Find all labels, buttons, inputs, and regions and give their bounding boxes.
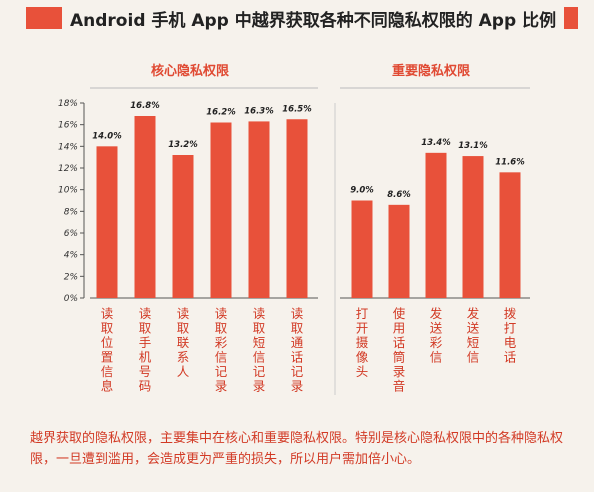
category-label: 读	[139, 306, 152, 321]
category-label: 系	[177, 350, 190, 365]
data-label: 13.2%	[168, 140, 198, 150]
y-tick-label: 0%	[64, 294, 78, 304]
y-tick-label: 8%	[64, 207, 78, 217]
title-decoration-right	[564, 7, 578, 29]
category-label: 短	[253, 335, 266, 350]
category-label: 位	[101, 335, 114, 350]
data-label: 11.6%	[495, 157, 525, 167]
category-label: 拨	[504, 306, 517, 321]
y-tick-label: 2%	[64, 272, 78, 282]
data-label: 13.4%	[421, 138, 451, 148]
category-label: 取	[253, 321, 266, 336]
bar	[172, 155, 194, 298]
category-label: 置	[101, 350, 114, 365]
category-label: 短	[467, 335, 480, 350]
bar	[134, 116, 156, 298]
category-label: 信	[430, 350, 443, 365]
category-label: 读	[253, 306, 266, 321]
bar	[462, 156, 484, 298]
category-label: 记	[253, 364, 266, 379]
bar	[286, 119, 308, 298]
y-tick-label: 6%	[64, 229, 78, 239]
category-label: 取	[139, 321, 152, 336]
category-label: 读	[215, 306, 228, 321]
category-label: 读	[101, 306, 114, 321]
bar	[210, 122, 232, 298]
category-label: 记	[291, 364, 304, 379]
category-label: 信	[215, 350, 228, 365]
bar	[388, 204, 410, 298]
category-label: 发	[430, 306, 443, 321]
bar	[96, 146, 118, 298]
category-label: 录	[291, 379, 304, 394]
category-label: 读	[291, 306, 304, 321]
category-label: 打	[356, 306, 369, 321]
chart-title: Android 手机 App 中越界获取各种不同隐私权限的 App 比例	[70, 10, 557, 31]
category-label: 话	[393, 335, 406, 350]
y-tick-label: 18%	[58, 99, 78, 109]
data-label: 14.0%	[92, 131, 122, 141]
data-label: 9.0%	[350, 186, 374, 196]
category-label: 发	[467, 306, 480, 321]
category-label: 使	[393, 306, 406, 321]
category-label: 信	[467, 350, 480, 365]
category-label: 通	[291, 335, 304, 350]
title-decoration-left	[26, 7, 62, 29]
category-label: 号	[139, 364, 152, 379]
category-label: 录	[253, 379, 266, 394]
category-label: 录	[393, 364, 406, 379]
bar	[425, 152, 447, 298]
category-label: 用	[393, 321, 406, 336]
y-tick-label: 12%	[58, 164, 78, 174]
category-label: 开	[356, 321, 369, 336]
category-label: 打	[504, 321, 517, 336]
category-label: 取	[291, 321, 304, 336]
category-label: 读	[177, 306, 190, 321]
category-label: 彩	[215, 335, 228, 350]
data-label: 16.8%	[130, 101, 160, 111]
category-label: 取	[215, 321, 228, 336]
data-label: 13.1%	[458, 141, 488, 151]
category-label: 码	[139, 379, 152, 394]
category-label: 手	[139, 335, 152, 350]
bar	[248, 121, 270, 299]
group-title: 重要隐私权限	[392, 63, 471, 79]
group-title: 核心隐私权限	[151, 63, 230, 79]
category-label: 头	[356, 364, 369, 379]
bar	[499, 172, 521, 298]
category-label: 电	[504, 335, 517, 350]
category-label: 信	[101, 364, 114, 379]
y-tick-label: 16%	[58, 121, 78, 131]
y-tick-label: 10%	[58, 186, 78, 196]
chart-title-bar: Android 手机 App 中越界获取各种不同隐私权限的 App 比例	[26, 4, 578, 32]
category-label: 摄	[356, 335, 369, 350]
category-label: 机	[139, 350, 152, 365]
category-label: 取	[177, 321, 190, 336]
category-label: 像	[356, 350, 369, 365]
category-label: 记	[215, 364, 228, 379]
data-label: 16.3%	[244, 106, 274, 116]
y-tick-label: 4%	[64, 251, 78, 261]
category-label: 话	[291, 350, 304, 365]
category-label: 人	[177, 364, 190, 379]
category-label: 彩	[430, 335, 443, 350]
category-label: 音	[393, 379, 406, 394]
data-label: 16.5%	[282, 104, 312, 114]
data-label: 16.2%	[206, 108, 236, 118]
category-label: 联	[177, 335, 190, 350]
category-label: 送	[430, 321, 443, 336]
bar	[351, 200, 373, 298]
category-label: 送	[467, 321, 480, 336]
bar-chart: 0%2%4%6%8%10%12%14%16%18%核心隐私权限14.0%读取位置…	[58, 63, 530, 395]
category-label: 取	[101, 321, 114, 336]
chart-footnote: 越界获取的隐私权限，主要集中在核心和重要隐私权限。特别是核心隐私权限中的各种隐私…	[30, 431, 564, 467]
category-label: 话	[504, 350, 517, 365]
data-label: 8.6%	[387, 190, 411, 200]
category-label: 筒	[393, 350, 406, 365]
category-label: 录	[215, 379, 228, 394]
category-label: 信	[253, 350, 266, 365]
category-label: 息	[101, 379, 114, 394]
y-tick-label: 14%	[58, 142, 78, 152]
